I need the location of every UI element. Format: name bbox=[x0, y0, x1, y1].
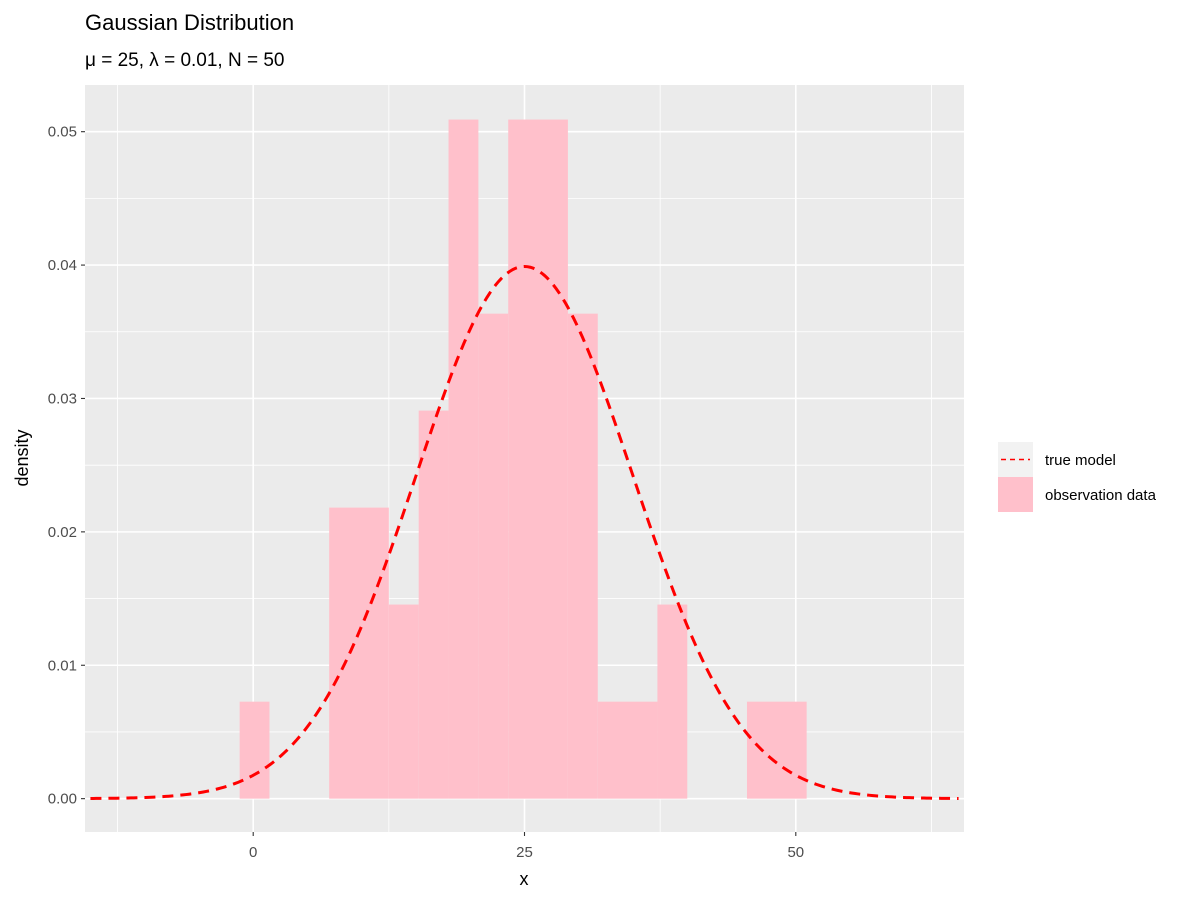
chart-title: Gaussian Distribution bbox=[85, 10, 294, 35]
legend-label-observation-data: observation data bbox=[1045, 487, 1157, 504]
histogram-bar bbox=[448, 119, 479, 799]
true-model-curve bbox=[90, 264, 959, 800]
x-axis-title: x bbox=[520, 869, 529, 889]
histogram-bar bbox=[239, 701, 270, 799]
histogram-bar bbox=[508, 119, 568, 799]
legend: true model observation data bbox=[998, 442, 1157, 512]
x-tick-label: 50 bbox=[787, 844, 804, 861]
y-tick-label: 0.02 bbox=[48, 524, 77, 541]
y-tick-label: 0.03 bbox=[48, 390, 77, 407]
x-tick-label: 0 bbox=[249, 844, 257, 861]
histogram-bar bbox=[329, 507, 389, 799]
legend-label-true-model: true model bbox=[1045, 452, 1116, 469]
y-axis-title: density bbox=[12, 429, 32, 486]
histogram-bar bbox=[657, 604, 688, 799]
histogram-bar bbox=[388, 604, 419, 799]
y-tick-label: 0.00 bbox=[48, 791, 77, 808]
histogram-bar bbox=[597, 701, 658, 799]
x-axis-ticks: 0 25 50 bbox=[249, 832, 804, 861]
y-tick-label: 0.01 bbox=[48, 657, 77, 674]
histogram-bars bbox=[239, 119, 807, 799]
y-tick-label: 0.05 bbox=[48, 124, 77, 141]
legend-key-observation-data bbox=[998, 477, 1033, 512]
histogram-bar bbox=[567, 313, 598, 799]
y-axis-ticks: 0.00 0.01 0.02 0.03 0.04 0.05 bbox=[48, 124, 85, 808]
histogram-bar bbox=[478, 313, 509, 799]
y-tick-label: 0.04 bbox=[48, 257, 77, 274]
x-tick-label: 25 bbox=[516, 844, 533, 861]
chart-subtitle: μ = 25, λ = 0.01, N = 50 bbox=[85, 50, 285, 71]
histogram-bar bbox=[418, 410, 449, 799]
histogram-bar bbox=[746, 701, 807, 799]
